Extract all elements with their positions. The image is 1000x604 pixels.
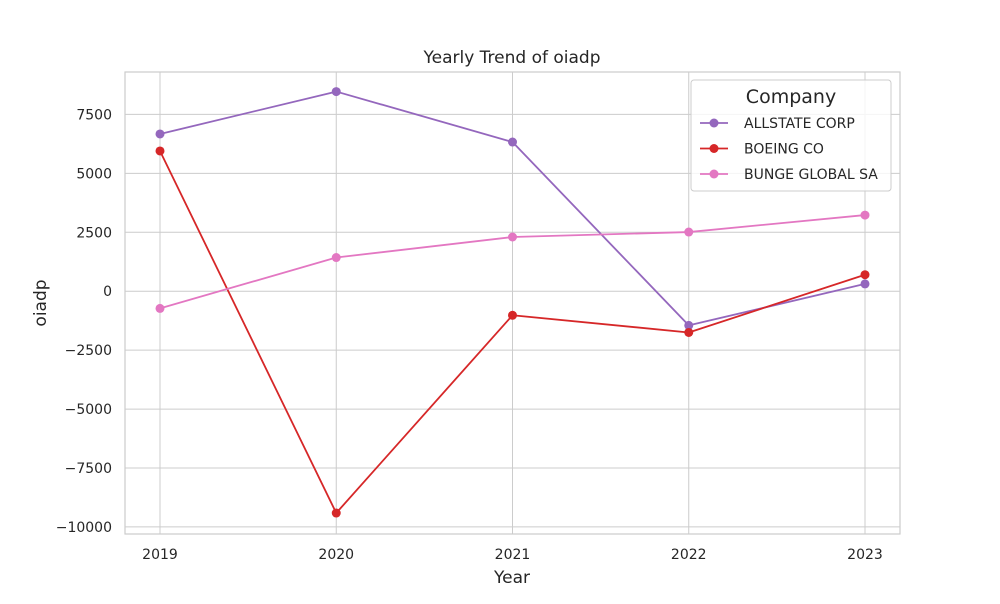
data-point <box>508 232 517 242</box>
legend-swatch-marker <box>709 144 719 153</box>
legend-box <box>690 79 892 192</box>
data-point <box>155 129 165 139</box>
y-axis-label: oiadp <box>31 279 51 326</box>
y-tick-label: 2500 <box>76 225 112 241</box>
x-tick-label: 2020 <box>318 547 354 563</box>
data-point <box>331 508 341 518</box>
data-point <box>860 270 870 280</box>
data-point <box>684 327 694 337</box>
legend-label: ALLSTATE CORP <box>744 116 855 132</box>
tick-layer: 2019 2020 2021 2022 2023 −10000 −7500 −5000 −250… <box>56 107 883 563</box>
legend-label: BOEING CO <box>744 142 824 158</box>
x-axis-label: Year <box>493 568 530 588</box>
data-point <box>331 253 341 263</box>
x-tick-label: 2022 <box>671 547 707 563</box>
legend-swatch-marker <box>709 118 719 128</box>
x-tick-label: 2021 <box>495 547 531 563</box>
data-point <box>684 320 694 330</box>
y-tick-label: 0 <box>103 284 112 300</box>
data-point <box>684 227 694 237</box>
chart-title: Yearly Trend of oiadp <box>422 48 600 68</box>
y-tick-label: −10000 <box>56 520 112 536</box>
legend-title: Company <box>746 86 836 108</box>
y-tick-label: −5000 <box>65 402 112 418</box>
data-point <box>508 310 517 320</box>
series-layer <box>155 87 870 518</box>
data-point <box>508 137 517 147</box>
legend-swatch-marker <box>709 169 719 179</box>
legend-items: ALLSTATE CORP BOEING CO BUNGE GLOBAL SA <box>700 116 878 183</box>
legend-label: BUNGE GLOBAL SA <box>744 167 878 183</box>
plot-frame <box>124 71 901 535</box>
data-point <box>860 210 870 220</box>
data-point <box>155 146 165 156</box>
x-tick-label: 2023 <box>847 547 883 563</box>
x-tick-label: 2019 <box>142 547 178 563</box>
y-tick-label: 5000 <box>76 166 112 182</box>
y-tick-label: −2500 <box>65 343 112 359</box>
y-tick-label: −7500 <box>65 461 112 477</box>
data-point <box>860 279 870 289</box>
data-point <box>331 87 341 97</box>
data-point <box>155 303 165 313</box>
legend: Company ALLSTATE CORP BOEING CO BUNGE GLOB… <box>690 79 892 192</box>
y-tick-label: 7500 <box>76 107 112 123</box>
